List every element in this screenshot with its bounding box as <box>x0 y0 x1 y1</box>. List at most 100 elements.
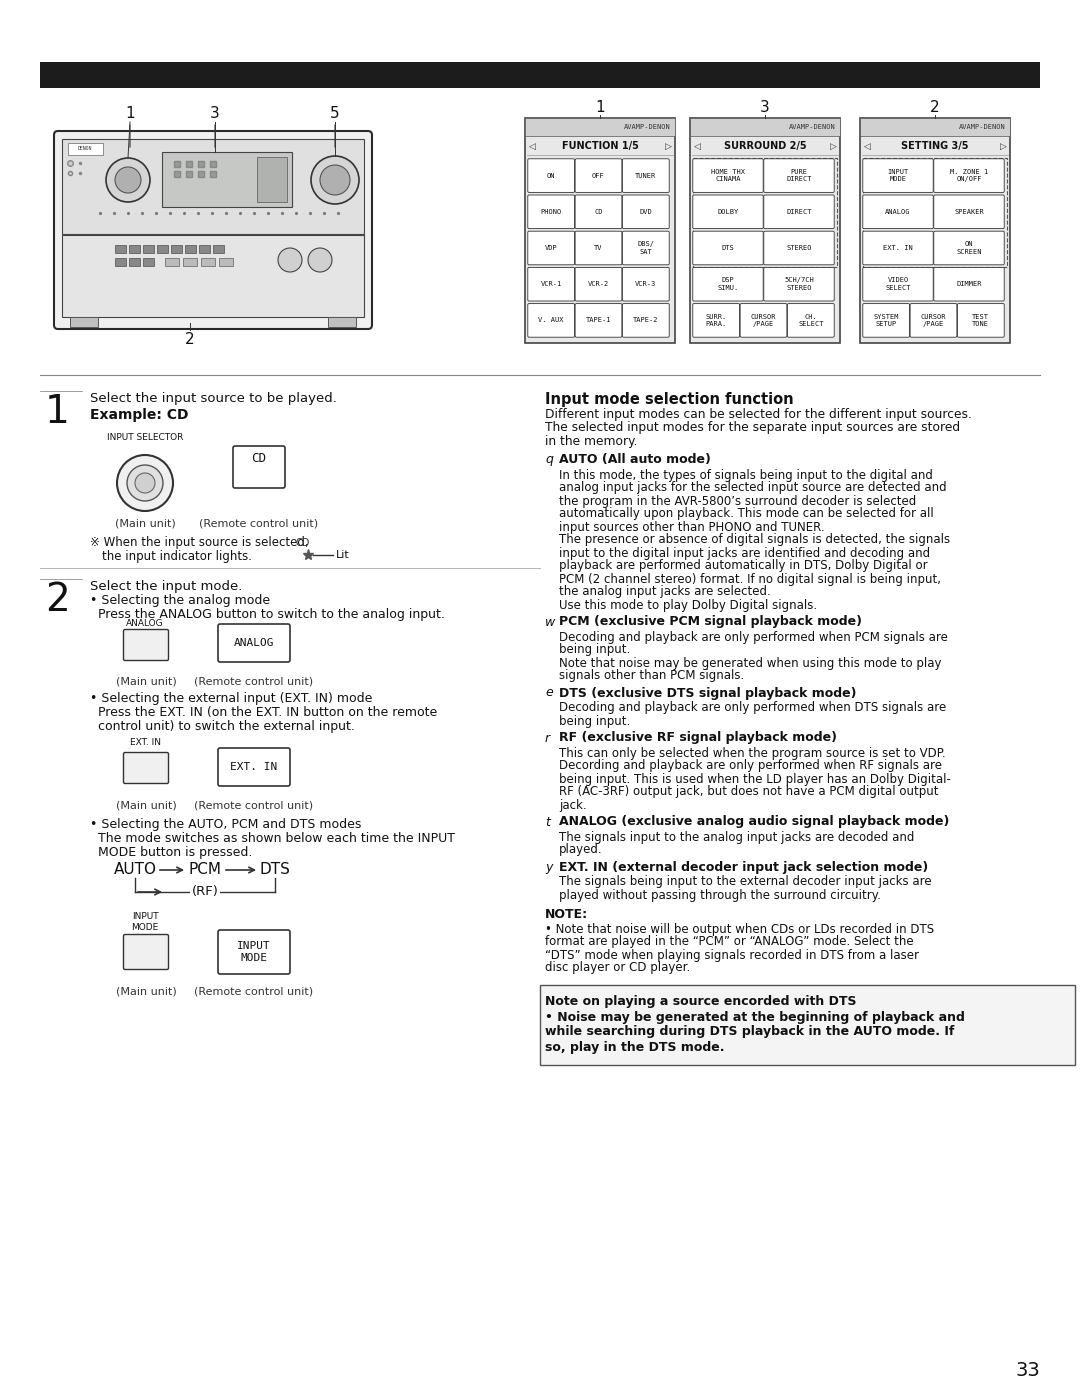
FancyBboxPatch shape <box>528 194 575 228</box>
Text: signals other than PCM signals.: signals other than PCM signals. <box>559 670 744 683</box>
Text: STEREO: STEREO <box>786 245 812 250</box>
Text: Decording and playback are only performed when RF signals are: Decording and playback are only performe… <box>559 760 942 772</box>
FancyBboxPatch shape <box>622 304 670 337</box>
Text: 2: 2 <box>185 332 194 347</box>
FancyBboxPatch shape <box>787 304 834 337</box>
Text: Press the EXT. IN (on the EXT. IN button on the remote: Press the EXT. IN (on the EXT. IN button… <box>98 706 437 719</box>
Text: • Note that noise will be output when CDs or LDs recorded in DTS: • Note that noise will be output when CD… <box>545 922 934 936</box>
Text: EXT. IN: EXT. IN <box>130 739 161 747</box>
Bar <box>40 62 1040 88</box>
Text: ON: ON <box>964 241 973 248</box>
Text: The presence or absence of digital signals is detected, the signals: The presence or absence of digital signa… <box>559 533 950 547</box>
Text: M. ZONE 1: M. ZONE 1 <box>950 169 988 175</box>
Text: CD: CD <box>295 539 309 548</box>
Text: ANALOG: ANALOG <box>886 208 910 215</box>
FancyBboxPatch shape <box>576 304 622 337</box>
Bar <box>183 257 197 266</box>
Text: e: e <box>545 687 553 700</box>
Text: AUTO: AUTO <box>113 863 157 877</box>
Text: (Remote control unit): (Remote control unit) <box>194 986 313 996</box>
Text: ANALOG: ANALOG <box>126 618 164 628</box>
Text: PURE: PURE <box>791 169 808 175</box>
Text: SETUP: SETUP <box>876 322 896 327</box>
Text: SELECT: SELECT <box>886 285 910 291</box>
Text: EXT. IN (external decoder input jack selection mode): EXT. IN (external decoder input jack sel… <box>559 860 928 873</box>
Text: (Main unit): (Main unit) <box>116 800 176 810</box>
Text: being input. This is used when the LD player has an Dolby Digital-: being input. This is used when the LD pl… <box>559 772 950 785</box>
Text: CD: CD <box>594 208 603 215</box>
FancyBboxPatch shape <box>123 630 168 660</box>
Text: VCR-3: VCR-3 <box>635 281 657 287</box>
Text: PARA.: PARA. <box>705 322 727 327</box>
Text: CURSOR: CURSOR <box>751 313 777 319</box>
FancyBboxPatch shape <box>958 304 1004 337</box>
Text: TEST: TEST <box>972 313 989 319</box>
Text: DIMMER: DIMMER <box>956 281 982 287</box>
Text: t: t <box>545 816 550 828</box>
Text: 1: 1 <box>45 393 70 431</box>
Text: VCR-2: VCR-2 <box>588 281 609 287</box>
FancyBboxPatch shape <box>528 231 575 264</box>
Text: 2: 2 <box>45 581 70 618</box>
Text: The mode switches as shown below each time the INPUT: The mode switches as shown below each ti… <box>98 832 455 845</box>
Text: CURSOR: CURSOR <box>921 313 946 319</box>
Bar <box>328 318 356 327</box>
Text: The signals input to the analog input jacks are decoded and: The signals input to the analog input ja… <box>559 831 915 844</box>
Text: SCREEN: SCREEN <box>956 249 982 255</box>
Bar <box>129 245 140 253</box>
Text: AUTO (All auto mode): AUTO (All auto mode) <box>559 453 711 466</box>
Text: (Main unit): (Main unit) <box>116 986 176 996</box>
FancyBboxPatch shape <box>622 194 670 228</box>
Text: VCR-1: VCR-1 <box>541 281 562 287</box>
Bar <box>525 118 675 136</box>
Bar <box>199 245 210 253</box>
Text: ▷: ▷ <box>664 141 672 151</box>
Text: (Remote control unit): (Remote control unit) <box>200 518 319 527</box>
Text: TAPE-2: TAPE-2 <box>633 318 659 323</box>
Bar <box>70 318 98 327</box>
FancyBboxPatch shape <box>692 267 764 301</box>
Text: ▷: ▷ <box>829 141 836 151</box>
FancyBboxPatch shape <box>123 753 168 783</box>
Text: while searching during DTS playback in the AUTO mode. If: while searching during DTS playback in t… <box>545 1025 955 1038</box>
Bar <box>860 118 1010 136</box>
FancyBboxPatch shape <box>863 194 933 228</box>
Bar <box>129 257 140 266</box>
Bar <box>62 235 364 318</box>
Text: Select the input mode.: Select the input mode. <box>90 581 242 593</box>
Text: AVAMP-DENON: AVAMP-DENON <box>959 125 1005 130</box>
FancyBboxPatch shape <box>692 194 764 228</box>
FancyBboxPatch shape <box>764 159 834 193</box>
Text: PCM (2 channel stereo) format. If no digital signal is being input,: PCM (2 channel stereo) format. If no dig… <box>559 572 941 586</box>
Text: SAT: SAT <box>639 249 652 255</box>
Text: so, play in the DTS mode.: so, play in the DTS mode. <box>545 1041 725 1053</box>
FancyBboxPatch shape <box>528 267 575 301</box>
Text: Decoding and playback are only performed when PCM signals are: Decoding and playback are only performed… <box>559 631 948 644</box>
Text: in the memory.: in the memory. <box>545 435 637 448</box>
Text: Press the ANALOG button to switch to the analog input.: Press the ANALOG button to switch to the… <box>98 609 445 621</box>
FancyBboxPatch shape <box>863 159 933 193</box>
Text: SYSTEM: SYSTEM <box>874 313 899 319</box>
Text: analog input jacks for the selected input source are detected and: analog input jacks for the selected inpu… <box>559 481 947 494</box>
Bar <box>860 118 1010 343</box>
FancyBboxPatch shape <box>692 231 764 264</box>
FancyBboxPatch shape <box>576 267 622 301</box>
Text: TV: TV <box>594 245 603 250</box>
Bar <box>171 245 183 253</box>
FancyBboxPatch shape <box>233 446 285 488</box>
Text: ON: ON <box>546 172 555 179</box>
Circle shape <box>114 166 141 193</box>
Text: The selected input modes for the separate input sources are stored: The selected input modes for the separat… <box>545 421 960 435</box>
Text: PHONO: PHONO <box>541 208 562 215</box>
Text: format are played in the “PCM” or “ANALOG” mode. Select the: format are played in the “PCM” or “ANALO… <box>545 936 914 949</box>
FancyBboxPatch shape <box>692 159 764 193</box>
Text: Playing the input source: Playing the input source <box>48 69 240 83</box>
Text: Use this mode to play Dolby Digital signals.: Use this mode to play Dolby Digital sign… <box>559 599 818 611</box>
FancyBboxPatch shape <box>622 267 670 301</box>
Text: CH.: CH. <box>805 313 818 319</box>
Circle shape <box>135 473 156 492</box>
FancyBboxPatch shape <box>764 194 834 228</box>
Text: VDP: VDP <box>544 245 557 250</box>
Text: DTS (exclusive DTS signal playback mode): DTS (exclusive DTS signal playback mode) <box>559 687 856 700</box>
Text: MODE button is pressed.: MODE button is pressed. <box>98 846 253 859</box>
